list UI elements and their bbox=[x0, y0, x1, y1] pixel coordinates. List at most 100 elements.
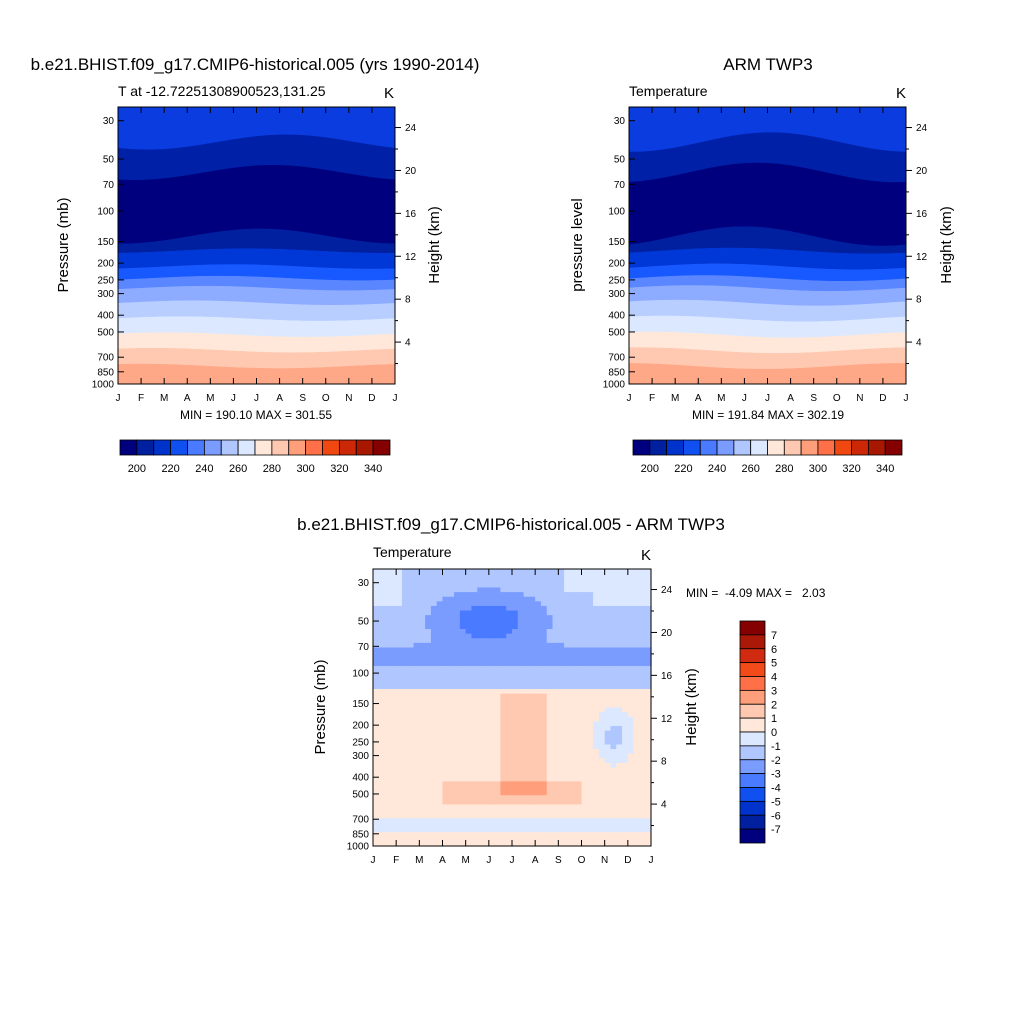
colorbar-swatch bbox=[851, 439, 869, 456]
contour-cell bbox=[587, 762, 594, 769]
contour-cell bbox=[442, 665, 449, 672]
contour-cell bbox=[373, 735, 380, 741]
contour-cell bbox=[639, 721, 646, 727]
contour-cell bbox=[633, 684, 641, 690]
contour-cell bbox=[373, 633, 380, 639]
contour-cell bbox=[494, 739, 502, 746]
contour-cell bbox=[465, 799, 473, 806]
contour-cell bbox=[436, 721, 444, 727]
contour-cell bbox=[535, 739, 542, 746]
contour-cell bbox=[645, 809, 652, 815]
contour-cell bbox=[622, 795, 629, 801]
contour-cell bbox=[622, 569, 629, 575]
contour-cell bbox=[546, 619, 554, 625]
contour-cell bbox=[546, 596, 554, 602]
contour-cell bbox=[419, 744, 426, 750]
colorbar-swatch bbox=[632, 439, 651, 456]
contour-cell bbox=[425, 827, 432, 833]
contour-cell bbox=[442, 758, 449, 764]
contour-cell bbox=[373, 615, 380, 621]
contour-cell bbox=[436, 647, 444, 653]
contour-cell bbox=[419, 832, 426, 838]
contour-cell bbox=[378, 818, 386, 824]
contour-cell bbox=[627, 661, 635, 667]
contour-cell bbox=[564, 661, 571, 667]
contour-cell bbox=[483, 841, 490, 847]
contour-cell bbox=[552, 836, 559, 842]
contour-cell bbox=[425, 749, 432, 755]
contour-cell bbox=[465, 670, 473, 676]
contour-cell bbox=[488, 592, 496, 598]
contour-cell bbox=[407, 633, 415, 639]
contour-cell bbox=[581, 605, 588, 612]
contour-cell bbox=[540, 785, 548, 792]
contour-cell bbox=[373, 624, 380, 630]
contour-cell bbox=[390, 795, 397, 801]
contour-cell bbox=[413, 665, 420, 672]
contour-cell bbox=[598, 841, 606, 847]
contour-cell bbox=[575, 781, 583, 787]
contour-cell bbox=[581, 772, 588, 778]
x-tick-label: J bbox=[371, 855, 376, 866]
contour-cell bbox=[517, 624, 525, 630]
contour-cell bbox=[540, 587, 548, 593]
contour-cell bbox=[604, 725, 612, 732]
contour-cell bbox=[494, 693, 502, 699]
contour-cell bbox=[598, 785, 606, 792]
contour-cell bbox=[378, 804, 386, 810]
contour-cell bbox=[506, 605, 513, 612]
contour-cell bbox=[500, 679, 507, 686]
contour-cell bbox=[627, 689, 635, 695]
contour-cell bbox=[610, 647, 617, 653]
contour-cell bbox=[569, 596, 577, 602]
contour-cell bbox=[430, 661, 438, 667]
contour-cell bbox=[540, 827, 548, 833]
contour-cell bbox=[645, 693, 652, 699]
contour-cell bbox=[430, 776, 438, 782]
contour-cell bbox=[500, 781, 507, 787]
contour-cell bbox=[535, 762, 542, 769]
panel3-ylabel: Pressure (mb) bbox=[312, 659, 329, 754]
contour-cell bbox=[436, 841, 444, 847]
contour-cell bbox=[448, 818, 455, 824]
contour-cell bbox=[523, 633, 530, 639]
contour-cell bbox=[604, 592, 612, 598]
contour-cell bbox=[581, 578, 588, 584]
contour-cell bbox=[477, 633, 484, 639]
contour-cell bbox=[401, 813, 409, 819]
contour-cell bbox=[459, 684, 467, 690]
contour-cell bbox=[454, 762, 461, 769]
contour-cell bbox=[465, 716, 473, 722]
contour-cell bbox=[546, 827, 554, 833]
contour-cell bbox=[448, 642, 455, 649]
contour-cell bbox=[442, 605, 449, 612]
contour-cell bbox=[378, 670, 386, 676]
contour-cell bbox=[610, 776, 617, 782]
contour-cell bbox=[593, 813, 600, 819]
contour-cell bbox=[529, 749, 536, 755]
contour-cell bbox=[587, 767, 594, 773]
contour-cell bbox=[529, 818, 536, 824]
contour-cell bbox=[396, 592, 403, 598]
contour-cell bbox=[593, 665, 600, 672]
contour-cell bbox=[535, 670, 542, 676]
contour-cell bbox=[378, 698, 386, 704]
contour-cell bbox=[558, 753, 565, 759]
contour-cell bbox=[483, 624, 490, 630]
colorbar-tick-label: 320 bbox=[330, 463, 348, 475]
contour-cell bbox=[448, 832, 455, 838]
contour-cell bbox=[575, 638, 583, 644]
contour-cell bbox=[430, 605, 438, 612]
contour-cell bbox=[639, 739, 646, 746]
contour-cell bbox=[419, 836, 426, 842]
contour-cell bbox=[512, 684, 519, 690]
colorbar-swatch bbox=[716, 439, 735, 456]
contour-cell bbox=[419, 721, 426, 727]
contour-cell bbox=[569, 767, 577, 773]
contour-cell bbox=[523, 716, 530, 722]
contour-cell bbox=[500, 707, 507, 713]
contour-cell bbox=[581, 822, 588, 829]
contour-cell bbox=[378, 707, 386, 713]
contour-cell bbox=[488, 735, 496, 741]
x-tick-label: A bbox=[787, 393, 794, 404]
